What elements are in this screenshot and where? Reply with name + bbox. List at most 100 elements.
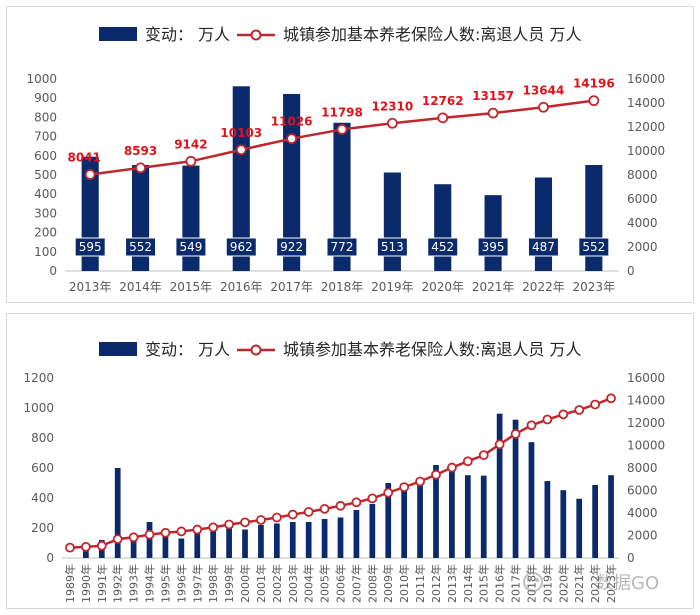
x-axis-tick: 2002年 [270,564,284,603]
x-axis-tick: 2020年 [556,564,570,603]
left-axis-tick: 100 [34,245,57,259]
x-axis-tick: 2014年 [461,564,475,603]
x-axis-tick: 1996年 [174,564,188,603]
line-point [84,169,96,180]
right-axis-tick: 0 [627,551,635,565]
right-axis-tick: 6000 [627,192,658,206]
x-axis-tick: 1997年 [190,564,204,603]
x-axis-tick: 2011年 [413,564,427,603]
left-axis-tick: 900 [34,91,57,105]
bar [464,475,471,558]
line-point [437,112,449,124]
x-axis-tick: 2012年 [429,564,443,603]
legend-bar-label: 变动： 万人 [145,340,230,359]
line-point [542,414,553,425]
x-axis-tick: 1999年 [222,564,236,603]
left-axis-tick: 600 [31,461,54,475]
legend-line-label: 城镇参加基本养老保险人数:离退人员 万人 [283,25,581,44]
legend-line-marker [250,344,262,356]
combo-chart-1989-2023: 变动： 万人 城镇参加基本养老保险人数:离退人员 万人 0 200 400 600 800 1… [23,340,665,603]
line-point [415,476,425,487]
x-axis-tick: 2019年 [371,280,414,294]
left-axis: 0 200 400 600 800 1000 1200 [23,371,54,565]
left-axis-tick: 0 [46,551,54,565]
line-point [558,409,569,420]
bar-value-label-box [225,237,257,257]
x-axis: 2013年 2014年 2015年 2016年 2017年 2018年 2019年 2020年… [69,280,615,294]
bar-value-label-box [326,237,358,257]
x-axis-tick: 1989年 [63,564,77,603]
left-axis-tick: 700 [34,130,57,144]
right-axis-tick: 6000 [627,484,658,498]
line-point [65,542,75,553]
x-axis-tick: 1994年 [143,564,157,603]
right-axis-tick: 8000 [627,461,658,475]
x-axis-tick: 2021年 [472,280,515,294]
x-axis-tick: 2007年 [349,564,363,603]
bar-value-label-box [477,237,509,257]
right-axis-tick: 12000 [627,416,665,430]
line-point [590,399,601,410]
right-axis-tick: 2000 [627,529,658,543]
x-axis: 1989年 1990年 1991年 1992年 1993年 1994年 1995年 1996年… [63,564,618,603]
x-axis-tick: 2023年 [604,564,618,603]
line-point [319,503,330,514]
left-axis-tick: 400 [31,491,54,505]
line-point [431,469,441,480]
x-axis-tick: 1993年 [127,564,141,603]
bar [496,413,503,558]
x-axis-tick: 2004年 [302,564,316,603]
bar-value-label-box [578,237,610,257]
x-axis-tick: 2022年 [522,280,565,294]
x-axis-tick: 2023年 [573,280,616,294]
left-axis: 0 100 200 300 400 500 600 700 800 900 1000 [26,72,57,278]
right-axis-tick: 4000 [627,216,658,230]
line-point [494,439,505,450]
line-point [383,487,394,498]
bar [83,547,89,558]
bar [417,483,423,558]
left-axis-tick: 1000 [23,401,54,415]
bar [162,532,169,558]
left-axis-tick: 1000 [26,72,57,86]
watermark-logo-dot [535,578,539,582]
line-point [144,529,155,540]
line-value-label: 14196 [573,77,615,91]
chart-panel-bottom: 变动： 万人 城镇参加基本养老保险人数:离退人员 万人 0 200 400 600 800 1… [6,313,694,609]
line-point [487,107,499,119]
x-axis-tick: 2017年 [509,564,523,603]
right-axis-tick: 8000 [627,168,658,182]
bar [434,184,452,271]
line-point [367,493,378,504]
x-axis-tick: 2001年 [254,564,268,603]
right-axis-tick: 2000 [627,240,658,254]
line-point [462,456,473,467]
bar [369,504,376,558]
bar-value-label: 552 [129,240,152,254]
line-point [80,541,91,552]
bar-value-label: 922 [280,240,303,254]
line-point [386,117,398,129]
x-axis-tick: 2015年 [170,280,213,294]
bar-value-label: 552 [582,240,605,254]
x-axis-tick: 2019年 [540,564,554,603]
left-axis-tick: 0 [49,264,57,278]
bar-value-label-box [276,237,308,257]
bar-value-label: 487 [532,240,555,254]
line-point [588,95,600,107]
legend-bar-label: 变动： 万人 [145,25,230,44]
line-point [303,506,314,517]
line-point [192,524,203,535]
left-axis-tick: 600 [34,149,57,163]
bar [484,195,502,271]
right-axis: 0 2000 4000 6000 8000 10000 12000 14000 16000 [627,72,665,278]
right-axis-tick: 10000 [627,144,665,158]
chart-panel-top: 变动： 万人 城镇参加基本养老保险人数:离退人员 万人 0 100 200 300 400 5… [6,6,694,303]
bar-value-label: 772 [331,240,354,254]
line-point [336,124,348,135]
x-axis-tick: 2013年 [445,564,459,603]
bar [544,481,551,558]
bar [289,522,296,558]
legend-line-marker [250,29,262,41]
left-axis-tick: 1200 [23,371,54,385]
